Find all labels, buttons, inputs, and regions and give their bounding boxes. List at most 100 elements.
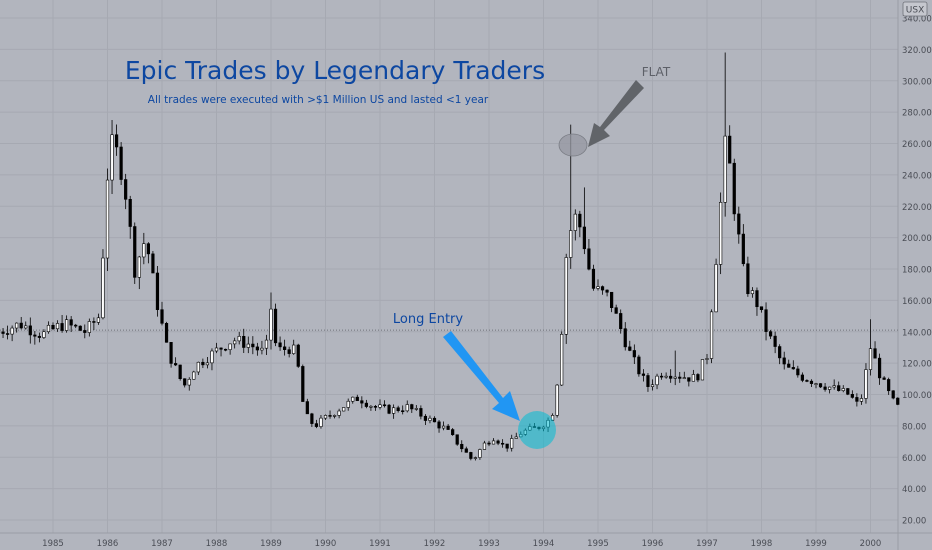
candle-body: [346, 400, 350, 408]
candle-body: [10, 327, 14, 335]
candle-body: [155, 272, 160, 310]
candle-body: [828, 386, 832, 390]
candle-body: [387, 404, 391, 414]
candle-body: [5, 333, 10, 335]
x-tick-label: 1985: [42, 539, 64, 549]
candle-body: [119, 146, 123, 180]
candle-body: [214, 347, 219, 352]
candle-body: [514, 436, 518, 439]
currency-label-box: USX: [902, 1, 928, 17]
candle-body: [664, 375, 668, 378]
candle-body: [296, 344, 300, 367]
x-tick-label: 2000: [860, 539, 882, 549]
flat-arrow: [588, 80, 644, 147]
candle-body: [773, 335, 777, 347]
candle-body: [600, 286, 605, 291]
candle-body: [564, 257, 568, 335]
candle-body: [55, 323, 60, 330]
candle-body: [301, 366, 305, 402]
y-tick-label: 160.00: [902, 297, 932, 307]
candle-body: [850, 394, 854, 398]
y-tick-label: 80.00: [902, 422, 926, 432]
candle-body: [818, 383, 823, 388]
candle-body: [15, 322, 19, 329]
candle-body: [255, 346, 259, 351]
candle-body: [264, 339, 269, 349]
candle-body: [560, 333, 564, 386]
candle-body: [705, 358, 709, 360]
candle-body: [573, 213, 577, 231]
x-tick-label: 1995: [587, 539, 609, 549]
candle-body: [632, 350, 636, 358]
candle-body: [882, 377, 886, 380]
candle-body: [37, 335, 41, 338]
x-tick-label: 1994: [533, 539, 555, 549]
y-tick-label: 260.00: [902, 140, 932, 150]
candle-body: [128, 198, 132, 227]
y-tick-label: 120.00: [902, 360, 932, 370]
candle-body: [146, 243, 150, 255]
candle-body: [610, 291, 614, 308]
candle-body: [641, 373, 646, 376]
flat-ellipse: [558, 133, 588, 157]
candle-body: [578, 213, 582, 228]
candle-body: [378, 404, 382, 408]
candle-body: [469, 452, 473, 459]
candle-body: [78, 325, 82, 331]
flat-annotation: FLAT: [558, 65, 671, 157]
candle-body: [859, 398, 864, 402]
candle-body: [728, 135, 732, 164]
candle-body: [478, 449, 482, 458]
candle-body: [369, 406, 373, 408]
x-tick-label: 1986: [97, 539, 119, 549]
candle-body: [501, 442, 505, 445]
candle-body: [105, 179, 110, 259]
candle-body: [778, 346, 782, 359]
candle-body: [196, 361, 200, 373]
candle-body: [237, 336, 241, 342]
candle-body: [741, 233, 745, 265]
candle-body: [219, 347, 223, 350]
candle-body: [768, 331, 773, 337]
candle-body: [809, 380, 814, 384]
y-tick-label: 300.00: [902, 77, 932, 87]
candle-body: [691, 374, 695, 382]
y-axis: 20.00 40.00 60.00 80.00 100.00 120.00 140.00 16…: [902, 15, 932, 527]
candle-body: [714, 264, 718, 313]
candle-body: [437, 421, 441, 429]
candle-body: [164, 323, 169, 343]
candle-body: [337, 410, 341, 416]
candle-body: [750, 290, 755, 295]
candle-body: [614, 307, 618, 314]
candle-body: [328, 415, 332, 417]
x-tick-label: 1987: [151, 539, 173, 549]
candle-body: [396, 407, 400, 412]
candle-body: [360, 400, 364, 404]
candle-body: [314, 423, 319, 427]
currency-label: USX: [906, 6, 924, 16]
candle-body: [174, 363, 178, 366]
candle-body: [242, 336, 246, 348]
long-entry-annotation: Long Entry: [393, 312, 556, 449]
candle-body: [223, 348, 228, 351]
candle-body: [455, 434, 459, 445]
candle-body: [682, 377, 686, 379]
candle-body: [791, 367, 795, 370]
chart-subtitle: All trades were executed with >$1 Millio…: [148, 94, 489, 106]
y-tick-label: 180.00: [902, 266, 932, 276]
candle-body: [210, 350, 214, 364]
candle-body: [787, 363, 791, 368]
candle-body: [637, 356, 641, 375]
candle-body: [151, 253, 155, 274]
candle-body: [287, 349, 291, 354]
candle-body: [732, 162, 736, 215]
candle-body: [342, 407, 346, 412]
candle-body: [555, 384, 559, 416]
candle-body: [410, 404, 414, 410]
candle-body: [87, 321, 91, 333]
candle-body: [69, 319, 73, 326]
candle-body: [814, 383, 818, 385]
candle-body: [319, 417, 323, 427]
candle-body: [764, 309, 768, 332]
flat-label: FLAT: [642, 65, 671, 79]
